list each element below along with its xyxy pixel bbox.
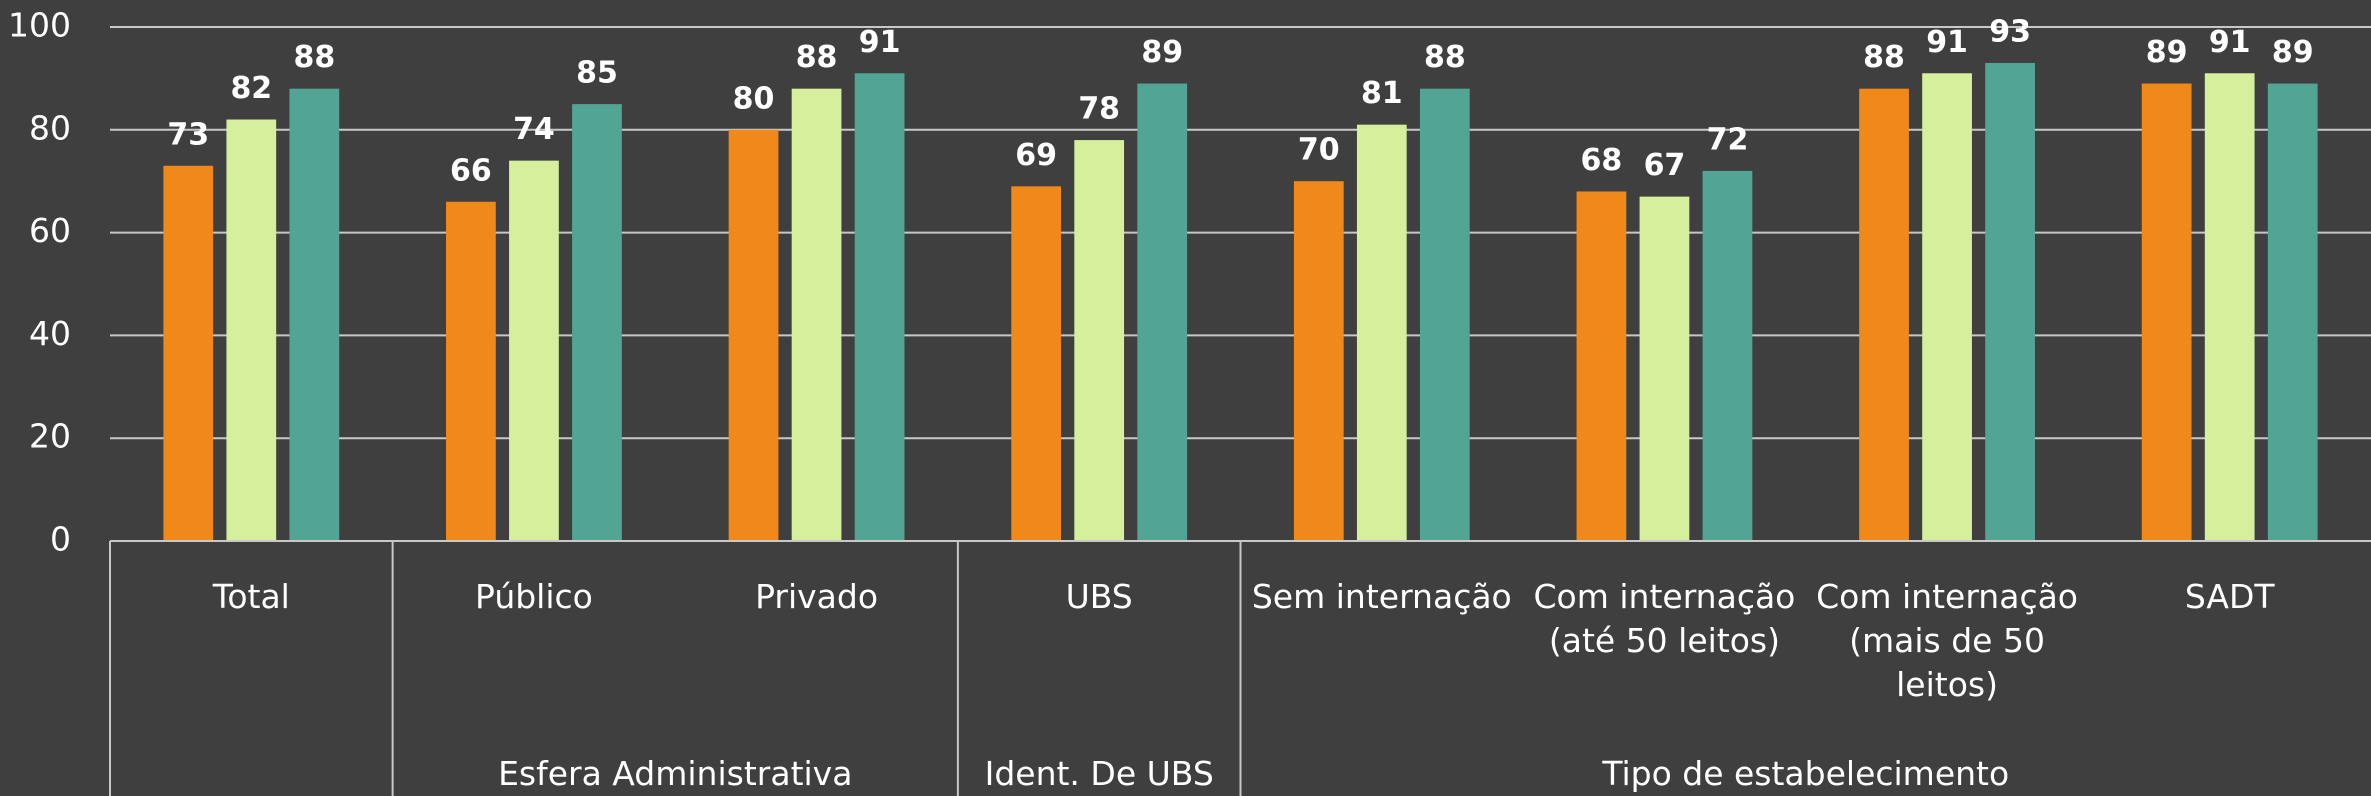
bar xyxy=(226,119,277,542)
bar xyxy=(791,88,842,542)
data-label: 93 xyxy=(1989,14,2031,49)
data-label: 89 xyxy=(1141,35,1183,70)
data-label: 88 xyxy=(1863,40,1905,75)
data-label: 80 xyxy=(733,81,775,116)
bar xyxy=(728,129,779,542)
data-label: 88 xyxy=(796,40,838,75)
data-label: 88 xyxy=(293,40,335,75)
y-tick-label: 20 xyxy=(29,417,71,456)
bar xyxy=(572,104,622,541)
bar xyxy=(1011,186,1062,541)
bar xyxy=(446,201,496,541)
bar xyxy=(854,73,905,541)
bar xyxy=(289,88,340,542)
bar xyxy=(1356,124,1407,541)
x-tick-label: Total xyxy=(212,577,290,616)
data-label: 73 xyxy=(167,117,209,152)
data-label: 88 xyxy=(1424,40,1466,75)
data-label: 69 xyxy=(1015,138,1057,173)
data-label: 74 xyxy=(513,112,555,147)
y-tick-label: 40 xyxy=(29,314,71,353)
data-label: 72 xyxy=(1707,122,1749,157)
bar xyxy=(163,165,214,541)
bar xyxy=(1419,88,1470,542)
bar xyxy=(1985,62,2035,541)
bar xyxy=(1293,181,1344,541)
data-label: 91 xyxy=(859,25,901,60)
y-tick-label: 80 xyxy=(29,108,71,147)
bar xyxy=(1074,140,1125,541)
bar xyxy=(1137,83,1188,541)
x-tick-label: UBS xyxy=(1065,577,1133,616)
bar xyxy=(2267,83,2318,541)
data-label: 81 xyxy=(1361,76,1403,111)
bar xyxy=(1639,196,1690,541)
x-tick-label: Sem internação xyxy=(1251,577,1512,616)
data-label: 68 xyxy=(1581,143,1623,178)
y-tick-label: 0 xyxy=(50,520,71,559)
data-label: 78 xyxy=(1078,92,1120,127)
bar xyxy=(2204,73,2255,541)
y-tick-label: 100 xyxy=(8,6,71,45)
group-label: Tipo de estabelecimento xyxy=(1602,754,2010,793)
group-label: Esfera Administrativa xyxy=(498,754,853,793)
data-label: 89 xyxy=(2146,35,2188,70)
bar xyxy=(509,160,559,541)
bar xyxy=(2141,83,2192,541)
data-label: 67 xyxy=(1644,148,1686,183)
bar xyxy=(1702,170,1753,542)
data-label: 89 xyxy=(2272,35,2314,70)
x-tick-label: Público xyxy=(475,577,593,616)
x-tick-label: Privado xyxy=(755,577,879,616)
x-tick-label: Com internação (mais de 50 leitos) xyxy=(1816,577,2078,704)
bar xyxy=(1576,191,1627,542)
data-label: 66 xyxy=(450,153,492,188)
data-label: 85 xyxy=(576,56,618,91)
data-label: 91 xyxy=(2209,25,2251,60)
data-label: 82 xyxy=(230,71,272,106)
bar xyxy=(1922,73,1972,541)
data-label: 70 xyxy=(1298,133,1340,168)
y-tick-label: 60 xyxy=(29,211,71,250)
bar xyxy=(1859,88,1909,542)
x-tick-label: SADT xyxy=(2184,577,2275,616)
group-label: Ident. De UBS xyxy=(984,754,1214,793)
x-tick-label: Com internação (até 50 leitos) xyxy=(1533,577,1796,660)
data-label: 91 xyxy=(1926,25,1968,60)
